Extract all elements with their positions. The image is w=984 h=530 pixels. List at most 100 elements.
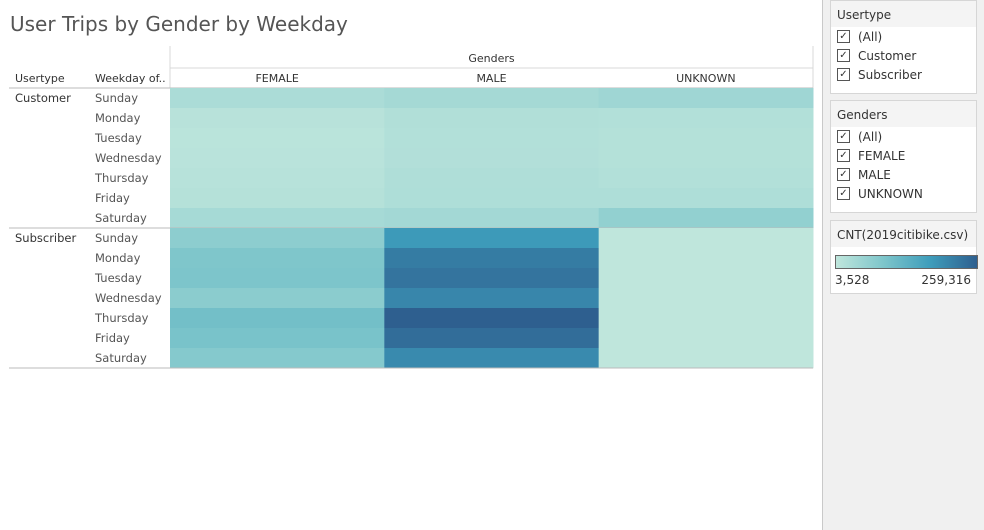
checkbox-check-icon[interactable]: ✓ — [837, 30, 850, 43]
genders-filter-item[interactable]: ✓ FEMALE — [831, 146, 976, 165]
heatmap-cell — [384, 348, 600, 369]
genders-filter-item-label: (All) — [858, 129, 883, 144]
column-header-unknown: UNKNOWN — [676, 72, 736, 85]
usertype-header: Usertype — [15, 72, 65, 85]
row-group-label: Customer — [15, 91, 71, 105]
genders-filter-card: Genders ✓ (All) ✓ FEMALE ✓ MALE ✓ UNKNOWN — [830, 100, 977, 213]
usertype-filter-item[interactable]: ✓ Subscriber — [831, 65, 976, 84]
checkbox-check-icon[interactable]: ✓ — [837, 187, 850, 200]
genders-filter-item[interactable]: ✓ UNKNOWN — [831, 184, 976, 203]
worksheet-canvas: User Trips by Gender by Weekday Genders U… — [9, 12, 814, 369]
genders-filter-list: ✓ (All) ✓ FEMALE ✓ MALE ✓ UNKNOWN — [831, 127, 976, 203]
heatmap-cell — [598, 128, 814, 149]
heatmap-cell — [170, 348, 385, 369]
heatmap-cell — [384, 108, 600, 129]
heatmap-cell — [384, 248, 600, 269]
genders-filter-title: Genders — [831, 101, 976, 127]
heatmap-cell — [170, 108, 385, 129]
heatmap-cell — [384, 168, 600, 189]
checkbox-check-icon[interactable]: ✓ — [837, 168, 850, 181]
heatmap-cell — [170, 188, 385, 209]
heatmap-cell — [598, 168, 814, 189]
color-legend-card: CNT(2019citibike.csv) 3,528 259,316 — [830, 220, 978, 294]
genders-filter-item-label: UNKNOWN — [858, 186, 923, 201]
genders-filter-item[interactable]: ✓ MALE — [831, 165, 976, 184]
heatmap-cell — [170, 288, 385, 309]
weekday-label: Thursday — [94, 311, 149, 325]
weekday-label: Saturday — [95, 351, 147, 365]
heatmap-cell — [598, 308, 814, 329]
weekday-label: Tuesday — [94, 271, 142, 285]
heatmap-cell — [384, 328, 600, 349]
checkbox-check-icon[interactable]: ✓ — [837, 49, 850, 62]
weekday-label: Saturday — [95, 211, 147, 225]
heatmap-cell — [384, 308, 600, 329]
heatmap-cell — [170, 168, 385, 189]
row-group-label: Subscriber — [15, 231, 77, 245]
heatmap-cell — [384, 288, 600, 309]
heatmap-cell — [170, 248, 385, 269]
heatmap-cell — [598, 88, 814, 109]
weekday-label: Tuesday — [94, 131, 142, 145]
heatmap-cell — [598, 188, 814, 209]
weekday-header: Weekday of.. — [95, 72, 166, 85]
heatmap-cell — [384, 188, 600, 209]
heatmap-cell — [384, 208, 600, 229]
usertype-filter-item-label: Customer — [858, 48, 917, 63]
heatmap-cell — [598, 108, 814, 129]
usertype-filter-title: Usertype — [831, 1, 976, 27]
usertype-filter-item-label: (All) — [858, 29, 883, 44]
usertype-filter-card: Usertype ✓ (All) ✓ Customer ✓ Subscriber — [830, 0, 977, 94]
color-legend-min: 3,528 — [835, 273, 870, 287]
checkbox-check-icon[interactable]: ✓ — [837, 130, 850, 143]
heatmap-cell — [384, 128, 600, 149]
heatmap-cell — [170, 88, 385, 109]
column-header-male: MALE — [476, 72, 506, 85]
checkbox-check-icon[interactable]: ✓ — [837, 68, 850, 81]
color-legend-max: 259,316 — [921, 273, 971, 287]
heatmap-cell — [170, 128, 385, 149]
weekday-label: Monday — [95, 111, 141, 125]
usertype-filter-item-label: Subscriber — [858, 67, 922, 82]
usertype-filter-item[interactable]: ✓ Customer — [831, 46, 976, 65]
heatmap-cell — [170, 148, 385, 169]
heatmap-cell — [384, 88, 600, 109]
genders-filter-item-label: MALE — [858, 167, 891, 182]
weekday-label: Sunday — [95, 91, 138, 105]
heatmap-cell — [170, 308, 385, 329]
heatmap-cell — [170, 268, 385, 289]
heatmap-cell — [384, 228, 600, 249]
weekday-label: Sunday — [95, 231, 138, 245]
weekday-label: Wednesday — [95, 151, 162, 165]
heatmap-cell — [598, 148, 814, 169]
heatmap-cell — [384, 148, 600, 169]
genders-header: Genders — [468, 52, 515, 65]
usertype-filter-list: ✓ (All) ✓ Customer ✓ Subscriber — [831, 27, 976, 84]
heatmap-cell — [598, 248, 814, 269]
heatmap-cell — [598, 268, 814, 289]
weekday-label: Thursday — [94, 171, 149, 185]
page-title: User Trips by Gender by Weekday — [10, 12, 348, 36]
genders-filter-item[interactable]: ✓ (All) — [831, 127, 976, 146]
heatmap-cell — [598, 208, 814, 229]
right-panel: Usertype ✓ (All) ✓ Customer ✓ Subscriber Gend… — [822, 0, 984, 530]
color-legend-gradient — [835, 255, 978, 269]
color-legend-title: CNT(2019citibike.csv) — [831, 221, 976, 247]
weekday-label: Monday — [95, 251, 141, 265]
heatmap-cell — [170, 208, 385, 229]
genders-filter-item-label: FEMALE — [858, 148, 906, 163]
heatmap-chart: Genders Usertype Weekday of.. FEMALE MALE UNK… — [9, 46, 814, 369]
heatmap-cell — [598, 348, 814, 369]
weekday-label: Friday — [95, 191, 130, 205]
heatmap-cell — [384, 268, 600, 289]
heatmap-cell — [598, 288, 814, 309]
weekday-label: Friday — [95, 331, 130, 345]
checkbox-check-icon[interactable]: ✓ — [837, 149, 850, 162]
heatmap-cell — [170, 328, 385, 349]
heatmap-cell — [598, 328, 814, 349]
column-header-female: FEMALE — [255, 72, 298, 85]
heatmap-cell — [598, 228, 814, 249]
heatmap-cell — [170, 228, 385, 249]
weekday-label: Wednesday — [95, 291, 162, 305]
usertype-filter-item[interactable]: ✓ (All) — [831, 27, 976, 46]
